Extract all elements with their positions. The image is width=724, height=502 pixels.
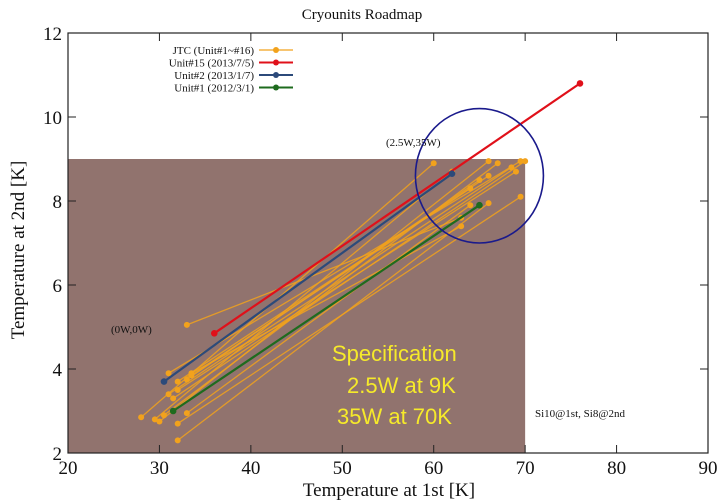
x-tick-label: 20 (59, 458, 78, 479)
legend-label: Unit#15 (2013/7/5) (169, 58, 255, 70)
legend-label: JTC (Unit#1~#16) (173, 45, 255, 57)
jtc-point (151, 416, 158, 423)
legend-marker (273, 72, 279, 78)
unit15-line (213, 82, 581, 335)
x-tick-label: 40 (241, 458, 260, 479)
x-tick-label: 30 (150, 458, 169, 479)
jtc-point (458, 223, 465, 230)
jtc-point (476, 177, 483, 183)
jtc-point (161, 412, 167, 419)
jtc-point (183, 410, 190, 417)
legend: JTC (Unit#1~#16)Unit#15 (2013/7/5)Unit#2… (169, 45, 293, 95)
jtc-point (513, 168, 519, 175)
jtc-point (485, 200, 492, 207)
jtc-point (522, 158, 529, 165)
jtc-series (138, 158, 529, 444)
unit2-point (160, 378, 168, 385)
spec-text-line2: 2.5W at 9K (347, 373, 456, 398)
legend-marker (273, 84, 279, 91)
chart-title: Cryounits Roadmap (302, 7, 422, 23)
jtc-line (168, 160, 521, 374)
jtc-line (177, 202, 489, 441)
annotation-high-point: (2.5W,35W) (386, 137, 441, 149)
unit1-point (476, 201, 483, 209)
spec-text-line3: 35W at 70K (337, 404, 452, 429)
jtc-line (186, 217, 462, 326)
unit1-point (169, 407, 177, 415)
jtc-point (467, 185, 474, 192)
x-tick-label: 70 (516, 458, 535, 479)
x-tick-label: 60 (424, 458, 443, 479)
spec-text-line1: Specification (332, 341, 457, 366)
x-tick-label: 80 (607, 458, 626, 479)
highlight-circle (414, 107, 545, 244)
jtc-point (430, 160, 437, 167)
jtc-line (191, 225, 462, 374)
jtc-point (485, 158, 492, 165)
legend-marker (273, 59, 279, 66)
y-tick-label: 12 (43, 24, 62, 45)
jtc-point (183, 376, 190, 383)
jtc-point (165, 370, 172, 377)
jtc-point (517, 193, 524, 200)
y-tick-label: 8 (53, 192, 63, 213)
legend-label: Unit#1 (2012/3/1) (174, 83, 254, 95)
jtc-line (191, 187, 471, 376)
jtc-line (177, 171, 517, 391)
jtc-point (174, 378, 181, 385)
jtc-point (183, 321, 190, 328)
plot-frame (67, 32, 709, 454)
jtc-point (517, 158, 524, 165)
unit1-line (172, 204, 481, 412)
jtc-point (188, 370, 195, 377)
jtc-point (156, 418, 163, 425)
jtc-line (168, 166, 512, 395)
y-axis-label: Temperature at 2nd [K] (8, 161, 29, 340)
y-tick-label: 10 (43, 108, 62, 129)
unit-series (160, 80, 584, 415)
jtc-point (485, 172, 492, 179)
x-tick-label: 50 (333, 458, 352, 479)
jtc-point (170, 395, 177, 402)
jtc-point (174, 437, 181, 444)
jtc-point (138, 414, 145, 421)
unit2-line (163, 172, 453, 383)
x-tick-label: 90 (699, 458, 718, 479)
jtc-point (467, 202, 474, 209)
annotation-sensors: Si10@1st, Si8@2nd (535, 408, 625, 420)
jtc-line (186, 204, 471, 414)
legend-label: Unit#2 (2013/1/7) (174, 70, 254, 82)
jtc-point (494, 160, 501, 167)
annotation-low-point: (0W,0W) (111, 324, 152, 336)
axis-ticks: 20 30 40 50 60 70 80 90 2 4 6 8 10 12 (43, 24, 718, 479)
y-tick-label: 2 (53, 444, 63, 465)
unit15-point (210, 330, 218, 337)
jtc-point (174, 420, 181, 427)
unit15-point (576, 80, 584, 87)
y-tick-label: 6 (53, 276, 63, 297)
x-axis-label: Temperature at 1st [K] (303, 480, 475, 501)
unit2-point (448, 170, 456, 177)
y-tick-label: 4 (53, 360, 63, 381)
jtc-point (165, 391, 172, 398)
jtc-point (174, 387, 181, 393)
legend-marker (273, 47, 279, 53)
jtc-line (177, 196, 521, 425)
